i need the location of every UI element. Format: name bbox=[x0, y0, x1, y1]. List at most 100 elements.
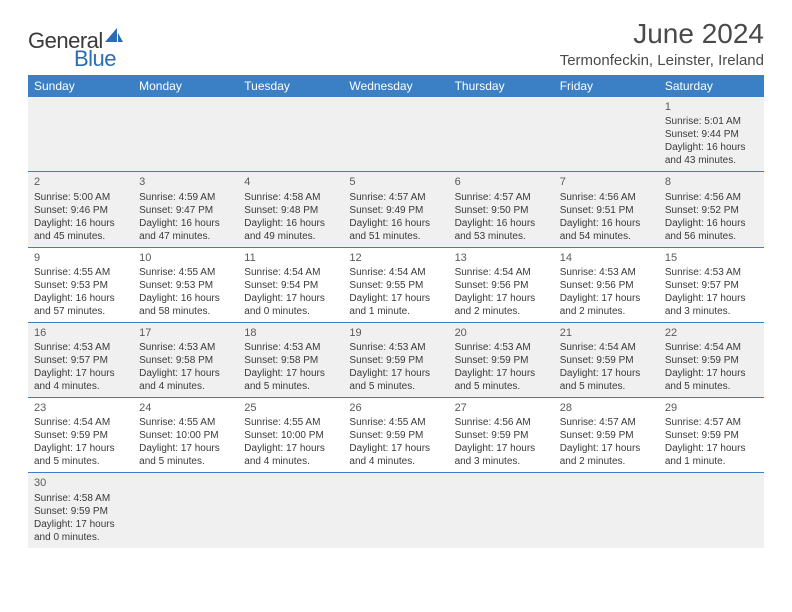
daylight-text: Daylight: 16 hours and 57 minutes. bbox=[34, 292, 127, 318]
sunset-text: Sunset: 9:52 PM bbox=[665, 204, 758, 217]
sunset-text: Sunset: 9:50 PM bbox=[455, 204, 548, 217]
sunrise-text: Sunrise: 4:57 AM bbox=[560, 416, 653, 429]
daylight-text: Daylight: 17 hours and 2 minutes. bbox=[560, 442, 653, 468]
calendar-day-cell: 1Sunrise: 5:01 AMSunset: 9:44 PMDaylight… bbox=[659, 97, 764, 172]
calendar-day-cell bbox=[659, 473, 764, 548]
sunrise-text: Sunrise: 4:55 AM bbox=[139, 416, 232, 429]
day-number: 13 bbox=[455, 251, 548, 265]
sunset-text: Sunset: 9:59 PM bbox=[665, 429, 758, 442]
daylight-text: Daylight: 17 hours and 1 minute. bbox=[665, 442, 758, 468]
daylight-text: Daylight: 16 hours and 51 minutes. bbox=[349, 217, 442, 243]
sunrise-text: Sunrise: 5:01 AM bbox=[665, 115, 758, 128]
weekday-header: Sunday bbox=[28, 75, 133, 97]
sunrise-text: Sunrise: 4:58 AM bbox=[244, 191, 337, 204]
daylight-text: Daylight: 16 hours and 47 minutes. bbox=[139, 217, 232, 243]
sunrise-text: Sunrise: 4:59 AM bbox=[139, 191, 232, 204]
sunset-text: Sunset: 9:53 PM bbox=[139, 279, 232, 292]
daylight-text: Daylight: 17 hours and 3 minutes. bbox=[455, 442, 548, 468]
daylight-text: Daylight: 16 hours and 58 minutes. bbox=[139, 292, 232, 318]
sunrise-text: Sunrise: 4:53 AM bbox=[560, 266, 653, 279]
header: General June 2024 Termonfeckin, Leinster… bbox=[28, 18, 764, 69]
weekday-header: Wednesday bbox=[343, 75, 448, 97]
weekday-header: Tuesday bbox=[238, 75, 343, 97]
calendar-day-cell: 18Sunrise: 4:53 AMSunset: 9:58 PMDayligh… bbox=[238, 322, 343, 397]
day-number: 18 bbox=[244, 326, 337, 340]
calendar-day-cell: 26Sunrise: 4:55 AMSunset: 9:59 PMDayligh… bbox=[343, 398, 448, 473]
sunset-text: Sunset: 9:58 PM bbox=[244, 354, 337, 367]
daylight-text: Daylight: 17 hours and 5 minutes. bbox=[34, 442, 127, 468]
sunset-text: Sunset: 9:53 PM bbox=[34, 279, 127, 292]
daylight-text: Daylight: 17 hours and 1 minute. bbox=[349, 292, 442, 318]
sunset-text: Sunset: 9:59 PM bbox=[560, 429, 653, 442]
sunrise-text: Sunrise: 4:57 AM bbox=[665, 416, 758, 429]
calendar-day-cell: 23Sunrise: 4:54 AMSunset: 9:59 PMDayligh… bbox=[28, 398, 133, 473]
sunrise-text: Sunrise: 4:57 AM bbox=[349, 191, 442, 204]
day-number: 14 bbox=[560, 251, 653, 265]
sunset-text: Sunset: 9:48 PM bbox=[244, 204, 337, 217]
daylight-text: Daylight: 16 hours and 45 minutes. bbox=[34, 217, 127, 243]
calendar-day-cell bbox=[238, 473, 343, 548]
sunrise-text: Sunrise: 4:53 AM bbox=[34, 341, 127, 354]
sunset-text: Sunset: 9:57 PM bbox=[34, 354, 127, 367]
sunrise-text: Sunrise: 4:54 AM bbox=[244, 266, 337, 279]
day-number: 25 bbox=[244, 401, 337, 415]
sunrise-text: Sunrise: 4:56 AM bbox=[455, 416, 548, 429]
logo-blue: Blue bbox=[74, 46, 116, 71]
sunset-text: Sunset: 9:59 PM bbox=[34, 505, 127, 518]
day-number: 11 bbox=[244, 251, 337, 265]
sunset-text: Sunset: 9:44 PM bbox=[665, 128, 758, 141]
daylight-text: Daylight: 17 hours and 3 minutes. bbox=[665, 292, 758, 318]
calendar-day-cell: 19Sunrise: 4:53 AMSunset: 9:59 PMDayligh… bbox=[343, 322, 448, 397]
calendar-week-row: 23Sunrise: 4:54 AMSunset: 9:59 PMDayligh… bbox=[28, 398, 764, 473]
sunset-text: Sunset: 10:00 PM bbox=[139, 429, 232, 442]
calendar-day-cell bbox=[238, 97, 343, 172]
sunset-text: Sunset: 9:59 PM bbox=[349, 354, 442, 367]
day-number: 29 bbox=[665, 401, 758, 415]
calendar-day-cell: 24Sunrise: 4:55 AMSunset: 10:00 PMDaylig… bbox=[133, 398, 238, 473]
sunset-text: Sunset: 9:49 PM bbox=[349, 204, 442, 217]
weekday-header: Friday bbox=[554, 75, 659, 97]
sunrise-text: Sunrise: 4:53 AM bbox=[455, 341, 548, 354]
sunset-text: Sunset: 9:59 PM bbox=[560, 354, 653, 367]
daylight-text: Daylight: 17 hours and 4 minutes. bbox=[349, 442, 442, 468]
sunset-text: Sunset: 9:46 PM bbox=[34, 204, 127, 217]
sunrise-text: Sunrise: 4:56 AM bbox=[665, 191, 758, 204]
calendar-day-cell bbox=[554, 473, 659, 548]
sunrise-text: Sunrise: 4:53 AM bbox=[349, 341, 442, 354]
logo-blue-text-wrap: Blue bbox=[74, 46, 116, 72]
sunset-text: Sunset: 9:51 PM bbox=[560, 204, 653, 217]
sunset-text: Sunset: 9:58 PM bbox=[139, 354, 232, 367]
daylight-text: Daylight: 16 hours and 49 minutes. bbox=[244, 217, 337, 243]
sunrise-text: Sunrise: 4:55 AM bbox=[349, 416, 442, 429]
calendar-day-cell: 16Sunrise: 4:53 AMSunset: 9:57 PMDayligh… bbox=[28, 322, 133, 397]
day-number: 12 bbox=[349, 251, 442, 265]
daylight-text: Daylight: 17 hours and 5 minutes. bbox=[560, 367, 653, 393]
calendar-day-cell: 17Sunrise: 4:53 AMSunset: 9:58 PMDayligh… bbox=[133, 322, 238, 397]
day-number: 26 bbox=[349, 401, 442, 415]
calendar-day-cell: 2Sunrise: 5:00 AMSunset: 9:46 PMDaylight… bbox=[28, 172, 133, 247]
calendar-day-cell bbox=[133, 97, 238, 172]
calendar-day-cell: 10Sunrise: 4:55 AMSunset: 9:53 PMDayligh… bbox=[133, 247, 238, 322]
day-number: 16 bbox=[34, 326, 127, 340]
calendar-day-cell bbox=[449, 473, 554, 548]
day-number: 3 bbox=[139, 175, 232, 189]
calendar-week-row: 1Sunrise: 5:01 AMSunset: 9:44 PMDaylight… bbox=[28, 97, 764, 172]
daylight-text: Daylight: 17 hours and 5 minutes. bbox=[665, 367, 758, 393]
sunrise-text: Sunrise: 4:55 AM bbox=[139, 266, 232, 279]
daylight-text: Daylight: 17 hours and 5 minutes. bbox=[139, 442, 232, 468]
calendar-day-cell: 6Sunrise: 4:57 AMSunset: 9:50 PMDaylight… bbox=[449, 172, 554, 247]
calendar-day-cell: 22Sunrise: 4:54 AMSunset: 9:59 PMDayligh… bbox=[659, 322, 764, 397]
calendar-day-cell: 11Sunrise: 4:54 AMSunset: 9:54 PMDayligh… bbox=[238, 247, 343, 322]
sunset-text: Sunset: 9:56 PM bbox=[455, 279, 548, 292]
sunset-text: Sunset: 9:59 PM bbox=[455, 354, 548, 367]
day-number: 24 bbox=[139, 401, 232, 415]
calendar-day-cell: 12Sunrise: 4:54 AMSunset: 9:55 PMDayligh… bbox=[343, 247, 448, 322]
calendar-day-cell bbox=[28, 97, 133, 172]
day-number: 9 bbox=[34, 251, 127, 265]
calendar-day-cell: 30Sunrise: 4:58 AMSunset: 9:59 PMDayligh… bbox=[28, 473, 133, 548]
sunrise-text: Sunrise: 4:53 AM bbox=[665, 266, 758, 279]
daylight-text: Daylight: 17 hours and 5 minutes. bbox=[349, 367, 442, 393]
calendar-week-row: 16Sunrise: 4:53 AMSunset: 9:57 PMDayligh… bbox=[28, 322, 764, 397]
calendar-day-cell: 14Sunrise: 4:53 AMSunset: 9:56 PMDayligh… bbox=[554, 247, 659, 322]
calendar-day-cell bbox=[449, 97, 554, 172]
